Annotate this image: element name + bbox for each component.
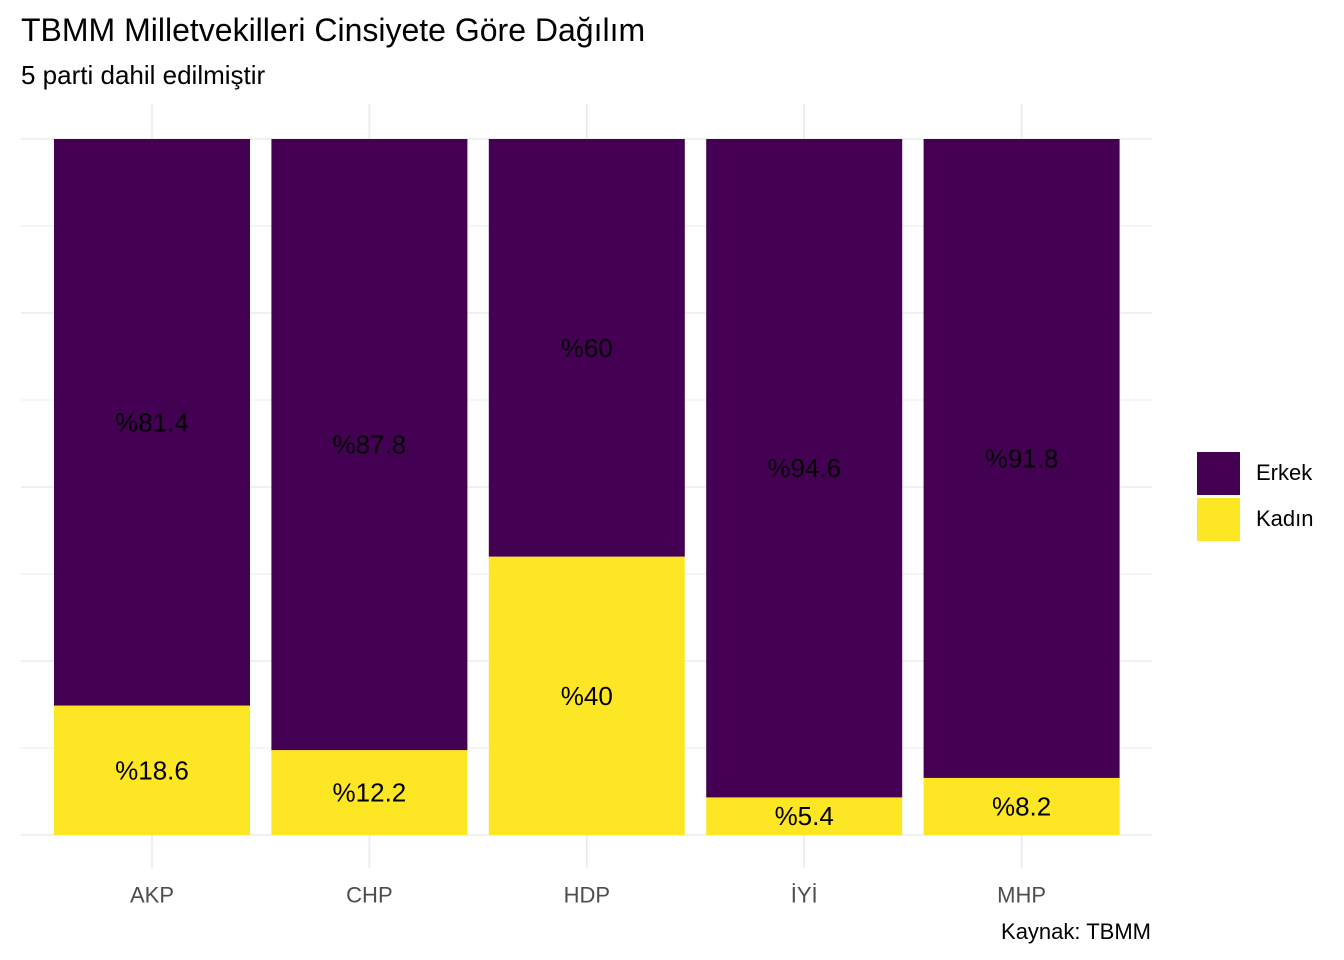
bar-kadin xyxy=(706,797,903,835)
data-label-erkek: %94.6 xyxy=(767,453,841,483)
x-tick-label: HDP xyxy=(564,883,610,908)
data-label-erkek: %60 xyxy=(561,333,613,363)
legend-item-kadin: Kadın xyxy=(1197,496,1314,542)
bars xyxy=(54,139,1120,835)
data-label-erkek: %87.8 xyxy=(333,430,407,460)
data-label-kadin: %8.2 xyxy=(992,791,1051,821)
legend-swatch-kadin xyxy=(1197,497,1240,541)
chart-title: TBMM Milletvekilleri Cinsiyete Göre Dağı… xyxy=(21,12,646,48)
data-labels: %18.6 %81.4 %12.2 %87.8 %40 %60 %5.4 %94.6 %8.2%… xyxy=(115,333,1058,831)
bar-kadin xyxy=(271,750,468,835)
bar-erkek xyxy=(54,139,250,706)
chart-caption: Kaynak: TBMM xyxy=(1001,919,1151,944)
bar-kadin xyxy=(488,556,685,835)
x-axis-ticks: AKP CHP HDP İYİ MHP xyxy=(130,883,1046,908)
data-label-erkek: %91.8 xyxy=(985,443,1059,473)
data-label-kadin: %40 xyxy=(561,681,613,711)
bar-erkek xyxy=(923,139,1120,778)
x-tick-label: MHP xyxy=(997,883,1046,908)
bar-kadin xyxy=(923,777,1120,835)
data-label-erkek: %81.4 xyxy=(115,407,189,437)
legend-swatch-erkek xyxy=(1197,451,1240,495)
x-tick-label: İYİ xyxy=(791,883,818,908)
bar-kadin xyxy=(54,705,250,835)
x-tick-label: CHP xyxy=(346,883,392,908)
data-label-kadin: %18.6 xyxy=(115,755,189,785)
x-tick-label: AKP xyxy=(130,883,174,908)
bar-erkek xyxy=(706,139,903,798)
bar-erkek xyxy=(271,139,468,751)
legend: Erkek Kadın xyxy=(1197,450,1314,542)
legend-item-erkek: Erkek xyxy=(1197,450,1314,496)
data-label-kadin: %12.2 xyxy=(333,778,407,808)
legend-label-erkek: Erkek xyxy=(1256,460,1313,485)
chart-subtitle: 5 parti dahil edilmiştir xyxy=(21,60,266,90)
data-label-kadin: %5.4 xyxy=(775,801,834,831)
legend-label-kadin: Kadın xyxy=(1256,506,1314,531)
bar-erkek xyxy=(488,139,685,557)
